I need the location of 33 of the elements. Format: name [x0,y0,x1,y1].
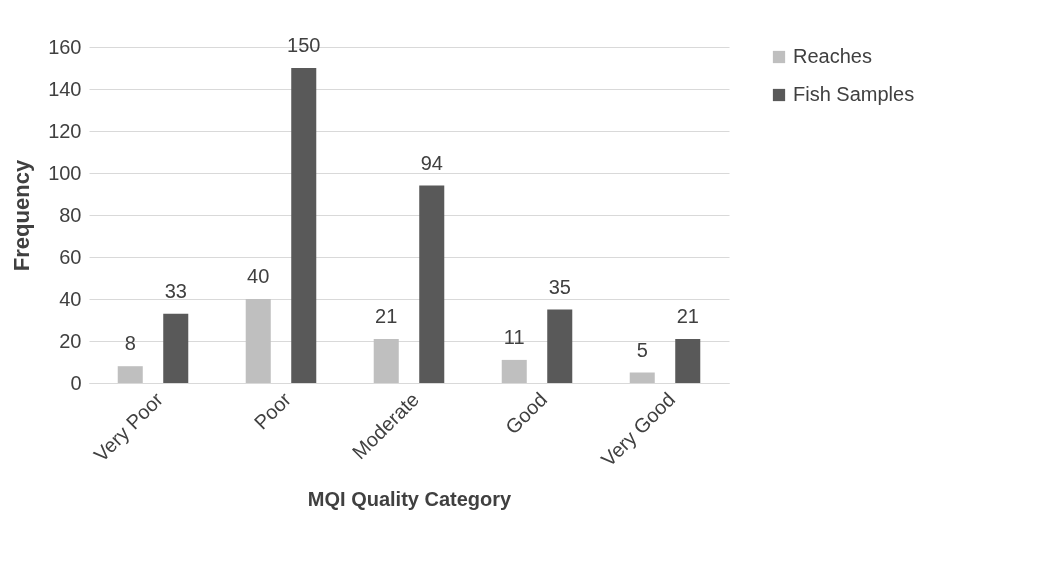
bar [291,68,317,383]
y-tick-label: 40 [59,287,82,310]
data-label: 35 [548,275,571,298]
data-label: 150 [287,34,321,56]
bar [675,338,701,383]
y-tick-label: 100 [48,161,82,184]
bar [373,338,399,383]
data-label: 21 [375,304,398,327]
x-axis-title: MQI Quality Category [307,488,513,511]
bar [547,309,573,383]
y-tick-label: 80 [59,203,82,226]
legend-label: Reaches [793,45,872,67]
y-tick-label: 60 [59,245,82,268]
bar [629,372,655,383]
data-label: 8 [124,332,136,355]
data-label: 21 [676,304,699,327]
y-axis-title: Frequency [9,159,35,272]
bar [117,366,143,383]
legend-label: Fish Samples [793,83,915,105]
y-tick-label: 160 [48,35,82,58]
data-label: 94 [420,151,443,174]
y-tick-label: 120 [48,119,82,142]
y-tick-label: 140 [48,77,82,100]
y-tick-label: 0 [70,371,82,394]
data-label: 5 [636,338,648,361]
bar [501,359,527,383]
bar [419,185,445,383]
y-tick-label: 20 [59,329,82,352]
data-label: 33 [164,279,187,302]
bar [245,299,271,383]
bar [163,313,189,383]
data-label: 11 [503,325,525,348]
data-label: 40 [247,265,270,287]
